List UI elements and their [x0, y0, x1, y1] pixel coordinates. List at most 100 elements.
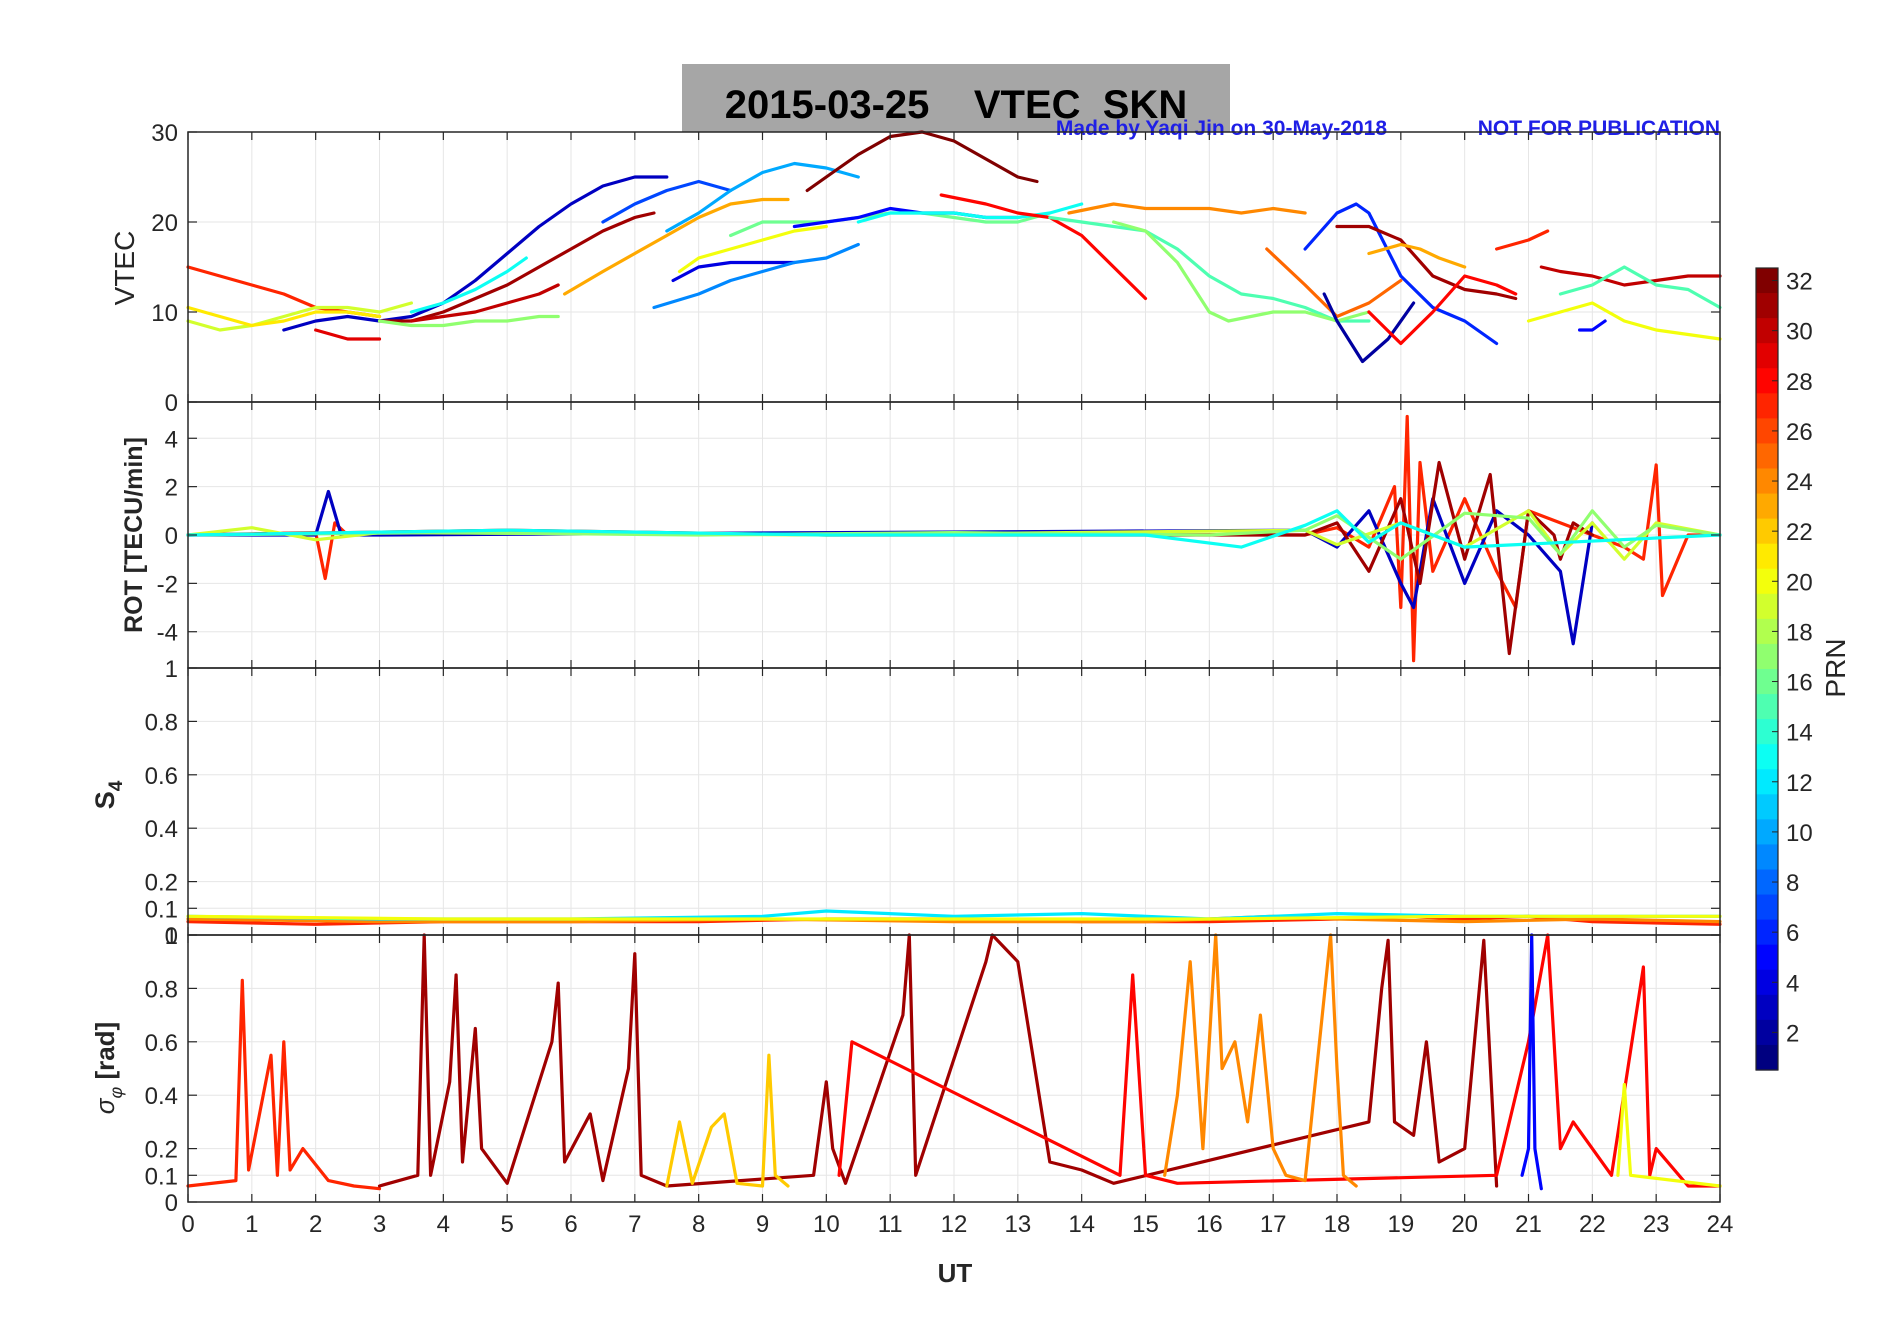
colorbar-swatch-prn-26	[1756, 418, 1778, 445]
vtec-series-prn-21	[186, 305, 382, 328]
colorbar-tick-label: 2	[1786, 1020, 1799, 1047]
sigma_phi-series-prn-22	[665, 1053, 790, 1188]
vtec-series-prn-17	[1111, 220, 1371, 323]
colorbar-swatch-prn-9	[1756, 844, 1778, 871]
vtec-ylabel: VTEC	[109, 231, 140, 306]
chart-title: 2015-03-25 VTEC SKN	[725, 83, 1187, 127]
sigma_phi-ytick-label: 1	[165, 923, 178, 950]
vtec-series-prn-3	[282, 175, 669, 332]
colorbar-swatch-prn-23	[1756, 493, 1778, 520]
colorbar-tick-label: 4	[1786, 970, 1799, 997]
x-tick-label: 6	[564, 1211, 577, 1238]
vtec-series-prn-30	[409, 283, 560, 323]
rot-ytick-label: -2	[157, 571, 178, 598]
colorbar-swatch-prn-11	[1756, 794, 1778, 820]
colorbar-swatch-prn-16	[1756, 669, 1778, 695]
s4-ytick-label: 0.6	[145, 763, 178, 790]
x-tick-label: 7	[628, 1211, 641, 1238]
credit-text: Made by Yaqi Jin on 30-May-2018	[1056, 117, 1387, 140]
colorbar-tick-label: 14	[1786, 720, 1813, 747]
x-tick-label: 18	[1324, 1211, 1351, 1238]
vtec-series-prn-15	[1558, 265, 1722, 310]
title-box	[682, 64, 1230, 132]
sigma_phi-series-prn-24	[1163, 933, 1358, 1188]
x-tick-label: 1	[245, 1211, 258, 1238]
rot-ylabel: ROT [TECU/min]	[120, 437, 148, 633]
x-tick-label: 15	[1132, 1211, 1159, 1238]
colorbar-swatch-prn-13	[1756, 744, 1778, 770]
rot-series-prn-13	[186, 509, 1722, 549]
x-tick-label: 2	[309, 1211, 322, 1238]
colorbar-swatch-prn-6	[1756, 919, 1778, 946]
vtec-series-prn-13	[856, 202, 1084, 224]
s4-ytick-label: 0	[165, 923, 178, 950]
colorbar-swatch-prn-25	[1756, 443, 1778, 470]
vtec-series-prn-15	[1048, 215, 1371, 323]
x-tick-label: 14	[1068, 1211, 1095, 1238]
colorbar-tick-label: 26	[1786, 419, 1813, 446]
sigma_phi-ytick-label: 0.2	[145, 1137, 178, 1164]
colorbar-swatch-prn-22	[1756, 518, 1778, 545]
colorbar-tick-label: 28	[1786, 369, 1813, 396]
x-tick-label: 19	[1387, 1211, 1414, 1238]
x-tick-label: 8	[692, 1211, 705, 1238]
colorbar-frame	[1755, 267, 1779, 1071]
colorbar-swatch-prn-4	[1756, 969, 1778, 996]
colorbar-swatch-prn-1	[1756, 1044, 1778, 1071]
sigma_phi-ytick-label: 0.8	[145, 976, 178, 1003]
colorbar-swatch-prn-19	[1756, 593, 1778, 620]
x-tick-label: 21	[1515, 1211, 1542, 1238]
colorbar-tick-label: 16	[1786, 670, 1813, 697]
rot-ytick-label: 2	[165, 475, 178, 502]
colorbar-swatch-prn-31	[1756, 293, 1778, 319]
colorbar-tick-label: 30	[1786, 319, 1813, 346]
colorbar-swatch-prn-5	[1756, 944, 1778, 971]
x-tick-label: 16	[1196, 1211, 1223, 1238]
sigma_phi-ytick-label: 0	[165, 1190, 178, 1217]
x-tick-label: 11	[878, 1211, 903, 1238]
vtec-series-group	[186, 130, 1722, 364]
colorbar-tick-label: 12	[1786, 770, 1813, 797]
s4-series-prn-20	[186, 914, 1722, 921]
x-tick-label: 17	[1260, 1211, 1287, 1238]
x-tick-label: 20	[1451, 1211, 1478, 1238]
colorbar-swatch-prn-17	[1756, 643, 1778, 670]
colorbar-swatch-prn-29	[1756, 343, 1778, 369]
x-axis-label: UT	[938, 1258, 973, 1288]
colorbar-tick-label: 32	[1786, 269, 1813, 296]
colorbar-tick-label: 22	[1786, 519, 1813, 546]
vtec-series-prn-20	[677, 224, 828, 274]
vtec-series-prn-24	[1067, 202, 1307, 215]
vtec-series-prn-19	[186, 301, 413, 332]
x-tick-label: 4	[437, 1211, 450, 1238]
colorbar-swatch-prn-10	[1756, 819, 1778, 846]
rot-series-prn-3	[186, 489, 1594, 646]
colorbar-tick-label: 20	[1786, 569, 1813, 596]
vtec-series-prn-6	[1303, 202, 1499, 346]
rot-ytick-label: -4	[157, 620, 178, 647]
vtec-series-prn-31	[377, 211, 656, 323]
vtec-series-prn-28	[1367, 274, 1518, 346]
rot-series-group	[186, 414, 1722, 663]
vtec-series-prn-10	[665, 161, 860, 233]
colorbar-swatch-prn-8	[1756, 869, 1778, 896]
colorbar-swatch-prn-14	[1756, 719, 1778, 745]
colorbar-swatch-prn-28	[1756, 368, 1778, 394]
s4-ytick-label: 0.4	[145, 816, 178, 843]
colorbar-swatch-prn-7	[1756, 894, 1778, 921]
vtec-series-prn-20	[1526, 301, 1722, 341]
vtec-series-prn-9	[652, 242, 860, 310]
s4-ytick-label: 0.1	[145, 896, 178, 923]
colorbar-tick-label: 6	[1786, 920, 1799, 947]
s4-series-prn-24	[186, 914, 1722, 924]
colorbar-swatch-prn-24	[1756, 468, 1778, 495]
colorbar-swatch-prn-15	[1756, 694, 1778, 720]
colorbar-label: PRN	[1820, 638, 1851, 697]
colorbar-swatch-prn-30	[1756, 318, 1778, 344]
vtec-series-prn-25	[1265, 247, 1403, 319]
vtec-ytick-label: 0	[165, 390, 178, 417]
x-tick-label: 12	[941, 1211, 968, 1238]
colorbar-swatch-prn-20	[1756, 568, 1778, 595]
